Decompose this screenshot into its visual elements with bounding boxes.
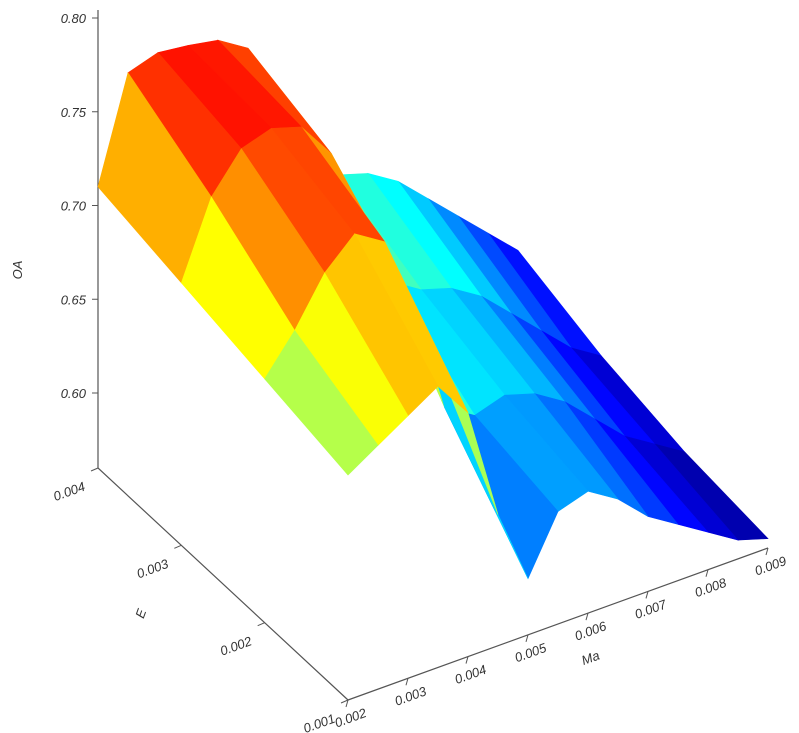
x-tick-label: 0.009 [753,553,789,578]
x-tick [705,569,709,577]
x-tick-label: 0.006 [573,618,609,643]
z-tick-label: 0.75 [61,105,87,120]
y-axis-title: E [132,607,149,621]
x-tick-label: 0.003 [393,683,429,708]
y-tick-label: 0.004 [51,479,87,504]
y-tick-label: 0.001 [301,711,337,733]
x-tick-label: 0.008 [693,575,729,600]
z-tick-label: 0.70 [61,199,87,214]
x-tick-label: 0.007 [633,596,669,621]
z-tick-label: 0.65 [61,292,87,307]
x-tick [465,656,469,664]
y-tick-label: 0.002 [218,633,254,658]
z-tick-label: 0.60 [61,386,87,401]
axis-line [97,10,769,701]
x-tick [585,613,589,621]
y-tick [257,622,265,627]
y-tick [340,699,349,704]
x-tick-label: 0.005 [513,640,549,665]
y-tick-label: 0.003 [135,556,171,581]
x-tick-label: 0.002 [333,705,369,730]
y-tick [174,544,182,549]
x-tick [405,678,409,686]
z-tick-label: 0.80 [61,11,87,26]
x-axis-title: Ma [579,648,601,668]
z-axis-title: OA [10,261,25,280]
x-tick-label: 0.004 [453,662,489,687]
x-tick [525,634,529,642]
x-tick [645,591,649,599]
x-tick [765,547,769,556]
y-tick [90,467,99,472]
x-tick [345,699,349,708]
surface-cell [264,330,379,476]
